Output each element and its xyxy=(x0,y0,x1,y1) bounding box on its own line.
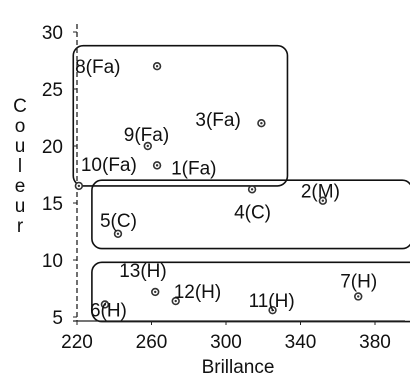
tick-labels: 5 10 15 20 25 30 220 260 300 340 380 xyxy=(42,23,391,353)
y-axis-title-letter: l xyxy=(18,156,22,177)
data-point-core xyxy=(174,299,177,303)
y-tick-label: 30 xyxy=(42,23,63,44)
y-tick-label: 25 xyxy=(42,80,63,101)
point-label: 6(H) xyxy=(90,300,127,321)
point-label: 8(Fa) xyxy=(75,57,120,78)
y-axis-title-letter: e xyxy=(15,176,26,197)
data-point-core xyxy=(77,184,81,188)
data-point-core xyxy=(103,303,107,306)
point-label: 7(H) xyxy=(340,271,377,292)
y-tick-label: 10 xyxy=(42,251,63,272)
point-label: 12(H) xyxy=(174,282,222,303)
x-tick-label: 340 xyxy=(285,332,317,353)
point-label: 13(H) xyxy=(119,261,167,282)
group-box-cm xyxy=(91,179,410,250)
y-tick-label: 15 xyxy=(42,194,63,215)
y-axis-title-letter: C xyxy=(13,96,27,117)
x-tick-label: 220 xyxy=(61,332,93,353)
y-tick-label: 5 xyxy=(52,308,63,329)
data-point-core xyxy=(155,164,159,167)
point-label: 4(C) xyxy=(234,202,271,223)
y-axis-title-letter: r xyxy=(17,216,24,237)
x-tick-label: 380 xyxy=(359,332,391,353)
axes xyxy=(73,24,405,322)
data-point-core xyxy=(357,295,360,298)
y-axis-title-letter: o xyxy=(15,116,26,137)
point-label: 11(H) xyxy=(249,291,295,312)
data-point-core xyxy=(250,188,254,191)
x-axis-title: Brillance xyxy=(202,357,275,378)
point-labels: 8(Fa) 3(Fa) 9(Fa)1(Fa) 10(Fa) 2(M) 4(C) 5(C) 13… xyxy=(75,57,377,321)
data-point-core xyxy=(321,199,325,202)
data-point-core xyxy=(146,144,149,148)
point-label: 9(Fa) xyxy=(124,125,169,146)
y-axis-title-letter: u xyxy=(15,196,26,217)
x-tick-label: 300 xyxy=(210,332,242,353)
data-point-core xyxy=(271,308,274,312)
x-tick-label: 260 xyxy=(136,332,168,353)
point-label: 1(Fa) xyxy=(171,158,216,179)
y-tick-label: 20 xyxy=(42,137,63,158)
group-box-fa xyxy=(72,44,289,187)
point-label: 2(M) xyxy=(301,182,340,203)
data-points xyxy=(74,61,363,315)
point-label: 5(C) xyxy=(100,211,137,232)
y-axis-title-letter: u xyxy=(15,136,26,157)
data-point-core xyxy=(154,290,157,294)
data-point-core xyxy=(260,122,263,125)
data-point-core xyxy=(116,232,120,235)
point-label: 10(Fa) xyxy=(81,155,137,176)
data-point-core xyxy=(155,65,159,68)
point-label: 3(Fa) xyxy=(195,110,240,131)
